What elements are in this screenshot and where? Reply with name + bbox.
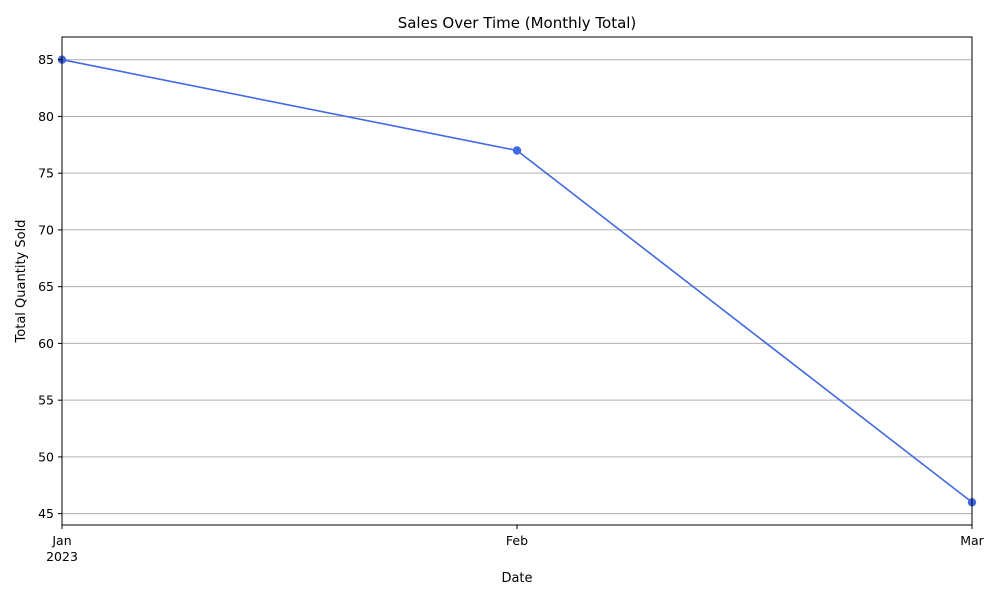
y-tick-label: 50 xyxy=(38,449,54,464)
x-tick-label: Mar xyxy=(960,533,984,548)
y-axis-label: Total Quantity Sold xyxy=(14,220,29,344)
y-tick-label: 55 xyxy=(38,393,54,408)
y-tick-label: 60 xyxy=(38,336,54,351)
grid-lines xyxy=(62,59,972,515)
y-axis-ticks: 45 50 55 60 65 70 75 80 85 xyxy=(38,52,62,521)
x-tick-year-label: 2023 xyxy=(46,549,78,564)
chart-title: Sales Over Time (Monthly Total) xyxy=(398,14,637,32)
y-tick-label: 75 xyxy=(38,166,54,181)
y-tick-label: 80 xyxy=(38,109,54,124)
y-tick-label: 65 xyxy=(38,279,54,294)
data-point xyxy=(512,146,522,155)
plot-frame xyxy=(61,36,973,526)
x-tick-label: Jan xyxy=(51,533,71,548)
x-tick-label: Feb xyxy=(506,533,528,548)
x-axis-label: Date xyxy=(501,571,532,586)
y-tick-label: 85 xyxy=(38,52,54,67)
series-layer xyxy=(57,55,977,507)
y-tick-label: 70 xyxy=(38,222,54,237)
series-line xyxy=(61,58,973,503)
y-tick-label: 45 xyxy=(38,506,54,521)
